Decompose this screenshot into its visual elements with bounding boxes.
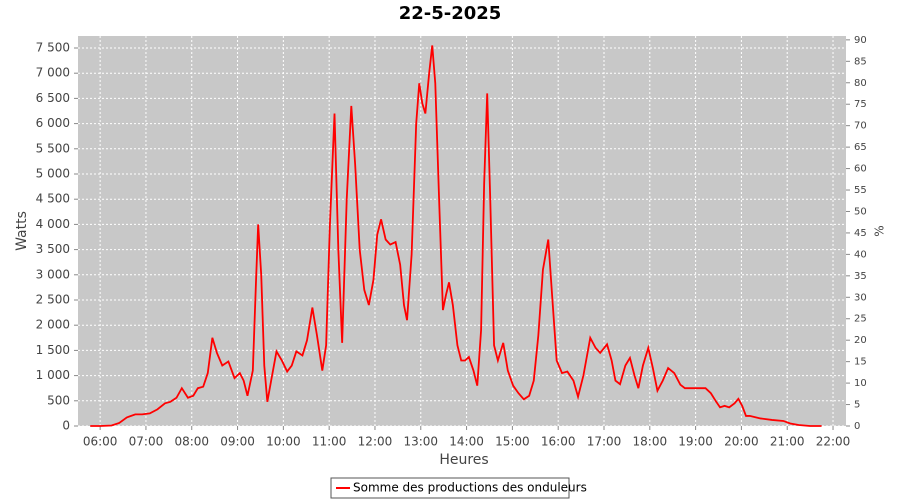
y2-axis-label: % xyxy=(873,225,887,236)
y2-tick-label: 40 xyxy=(854,249,867,260)
y-tick-label: 5 500 xyxy=(36,141,70,155)
x-tick-label: 13:00 xyxy=(403,435,438,449)
x-tick-label: 15:00 xyxy=(495,435,530,449)
y-tick-label: 5 000 xyxy=(36,166,70,180)
x-tick-label: 10:00 xyxy=(266,435,301,449)
y2-tick-label: 60 xyxy=(854,164,867,175)
y2-tick-label: 0 xyxy=(854,421,860,432)
y2-tick-label: 30 xyxy=(854,292,867,303)
legend xyxy=(330,477,570,499)
plot-area xyxy=(78,36,846,426)
y2-tick-label: 25 xyxy=(854,314,867,325)
x-tick-label: 20:00 xyxy=(724,435,759,449)
y2-tick-label: 80 xyxy=(854,78,867,89)
x-tick-label: 19:00 xyxy=(678,435,713,449)
y-tick-label: 1 000 xyxy=(36,368,70,382)
x-tick-label: 12:00 xyxy=(358,435,393,449)
y-tick-label: 3 500 xyxy=(36,242,70,256)
y2-tick-label: 15 xyxy=(854,357,867,368)
y2-tick-label: 10 xyxy=(854,378,867,389)
x-tick-label: 08:00 xyxy=(174,435,209,449)
x-tick-label: 17:00 xyxy=(587,435,622,449)
y-tick-label: 0 xyxy=(62,419,70,433)
y2-tick-label: 85 xyxy=(854,56,867,67)
x-tick-label: 22:00 xyxy=(816,435,851,449)
x-tick-label: 09:00 xyxy=(220,435,255,449)
x-tick-label: 07:00 xyxy=(129,435,164,449)
y-tick-label: 3 000 xyxy=(36,267,70,281)
x-tick-label: 06:00 xyxy=(83,435,118,449)
x-tick-label: 14:00 xyxy=(449,435,484,449)
y2-tick-label: 90 xyxy=(854,35,867,46)
y2-tick-label: 5 xyxy=(854,400,860,411)
y-tick-label: 1 500 xyxy=(36,343,70,357)
x-tick-label: 16:00 xyxy=(541,435,576,449)
y-tick-label: 6 500 xyxy=(36,91,70,105)
x-tick-label: 11:00 xyxy=(312,435,347,449)
y-axis-label: Watts xyxy=(14,211,30,251)
y-tick-label: 2 000 xyxy=(36,318,70,332)
y2-tick-label: 70 xyxy=(854,121,867,132)
legend-label: Somme des productions des onduleurs xyxy=(353,481,587,495)
y-tick-label: 500 xyxy=(47,393,70,407)
line xyxy=(90,45,822,427)
y-tick-label: 6 000 xyxy=(36,116,70,130)
y2-tick-label: 45 xyxy=(854,228,867,239)
y2-tick-label: 35 xyxy=(854,271,867,282)
y-tick-label: 7 500 xyxy=(36,40,70,54)
y2-tick-label: 55 xyxy=(854,185,867,196)
y-tick-label: 4 500 xyxy=(36,192,70,206)
x-tick-label: 21:00 xyxy=(770,435,805,449)
y2-tick-label: 20 xyxy=(854,335,867,346)
y-tick-label: 4 000 xyxy=(36,217,70,231)
chart-title: 22-5-2025 xyxy=(399,3,502,24)
y-tick-label: 7 000 xyxy=(36,66,70,80)
y2-tick-label: 75 xyxy=(854,99,867,110)
x-tick-label: 18:00 xyxy=(633,435,668,449)
x-axis-label: Heures xyxy=(439,452,488,468)
y2-tick-label: 50 xyxy=(854,206,867,217)
y2-tick-label: 65 xyxy=(854,142,867,153)
y-tick-label: 2 500 xyxy=(36,292,70,306)
